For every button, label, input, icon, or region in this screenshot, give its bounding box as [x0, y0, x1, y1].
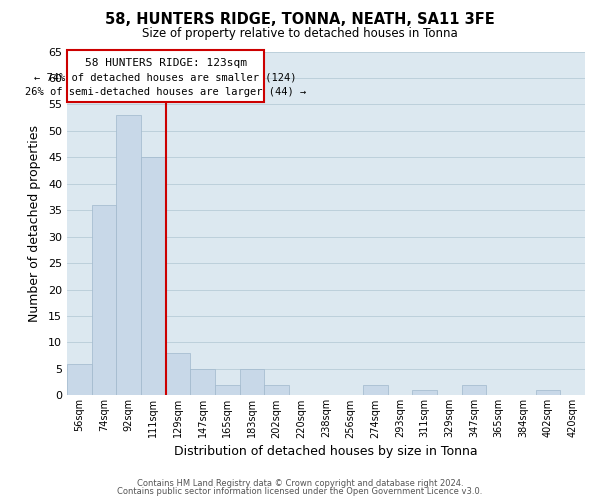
Text: Contains public sector information licensed under the Open Government Licence v3: Contains public sector information licen… [118, 487, 482, 496]
Bar [240, 369, 265, 396]
Bar [412, 390, 437, 396]
Bar [116, 115, 141, 396]
Bar [265, 385, 289, 396]
Text: 26% of semi-detached houses are larger (44) →: 26% of semi-detached houses are larger (… [25, 87, 307, 97]
Bar [141, 158, 166, 396]
Bar [166, 353, 190, 396]
Text: 58 HUNTERS RIDGE: 123sqm: 58 HUNTERS RIDGE: 123sqm [85, 58, 247, 68]
Text: Contains HM Land Registry data © Crown copyright and database right 2024.: Contains HM Land Registry data © Crown c… [137, 478, 463, 488]
X-axis label: Distribution of detached houses by size in Tonna: Distribution of detached houses by size … [174, 444, 478, 458]
Text: ← 74% of detached houses are smaller (124): ← 74% of detached houses are smaller (12… [34, 72, 297, 83]
Bar [92, 205, 116, 396]
FancyBboxPatch shape [67, 50, 265, 102]
Bar [215, 385, 240, 396]
Text: 58, HUNTERS RIDGE, TONNA, NEATH, SA11 3FE: 58, HUNTERS RIDGE, TONNA, NEATH, SA11 3F… [105, 12, 495, 28]
Bar [461, 385, 487, 396]
Y-axis label: Number of detached properties: Number of detached properties [28, 125, 41, 322]
Bar [536, 390, 560, 396]
Bar [190, 369, 215, 396]
Bar [67, 364, 92, 396]
Text: Size of property relative to detached houses in Tonna: Size of property relative to detached ho… [142, 28, 458, 40]
Bar [363, 385, 388, 396]
